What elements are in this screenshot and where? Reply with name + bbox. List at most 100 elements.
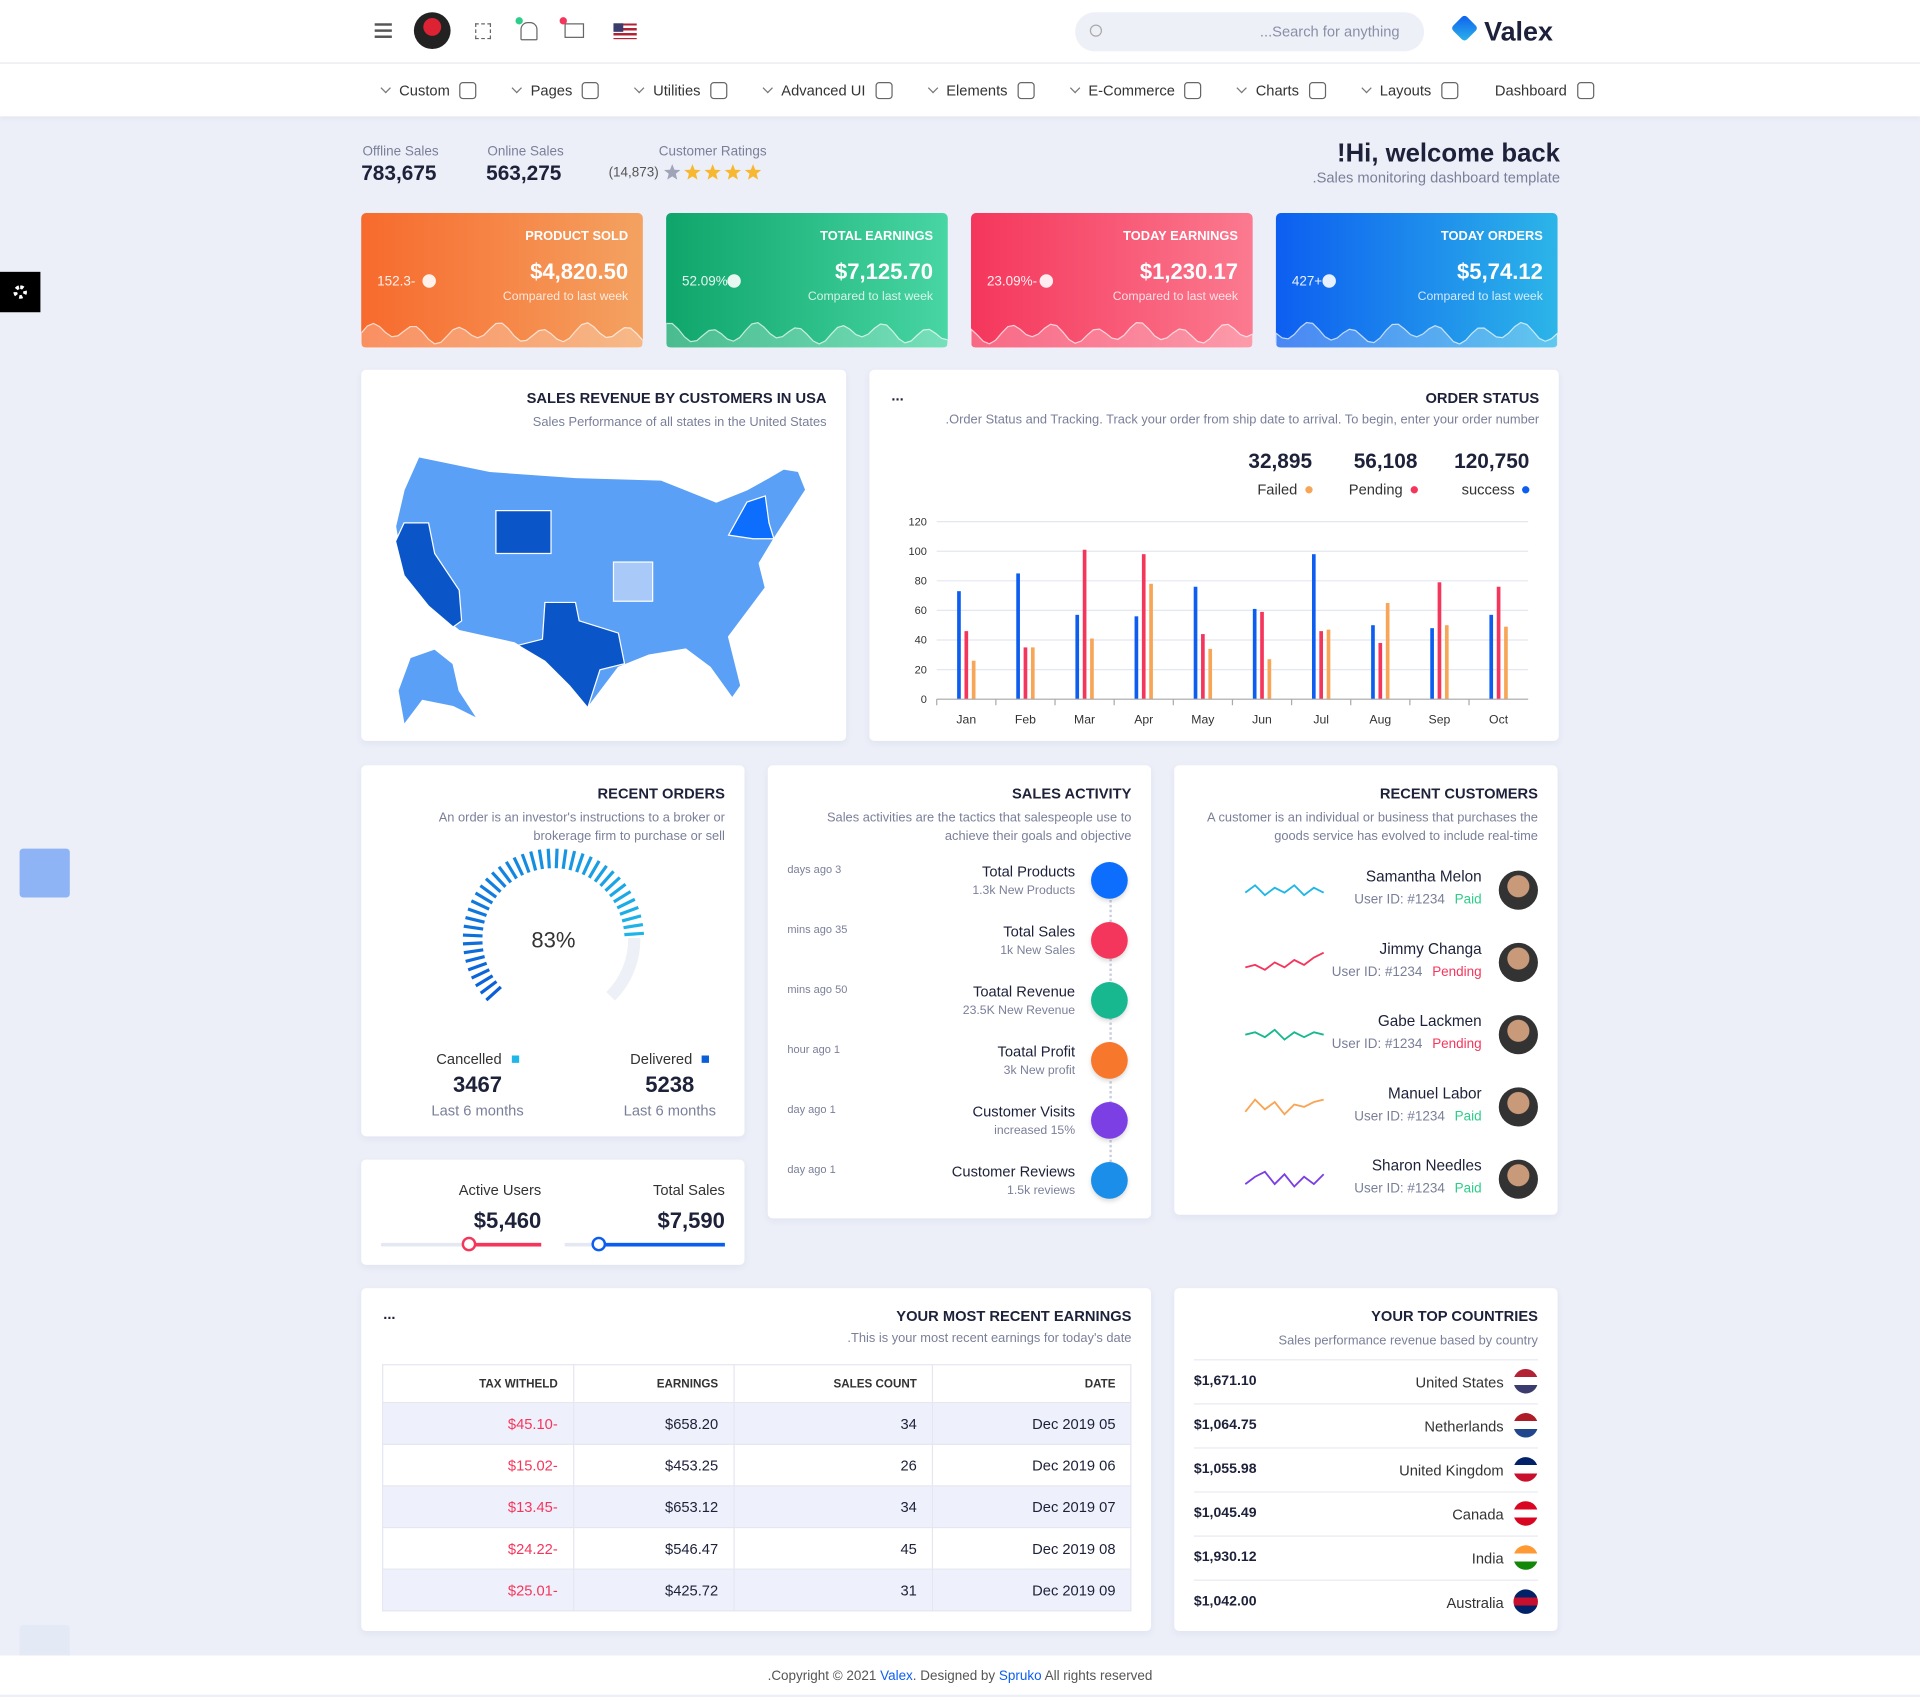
panel-menu[interactable]: ... bbox=[383, 1305, 396, 1323]
footer-link[interactable]: Valex bbox=[880, 1668, 913, 1684]
panel-title: YOUR MOST RECENT EARNINGS bbox=[896, 1307, 1132, 1325]
order-item-value: 5238 bbox=[645, 1072, 695, 1098]
flag-icon[interactable] bbox=[613, 23, 637, 40]
bar bbox=[1082, 549, 1087, 700]
slider-knob[interactable] bbox=[461, 1236, 477, 1252]
gauge-tick bbox=[546, 848, 551, 869]
table-row: $45.10- $658.20 34 Dec 2019 05 bbox=[382, 1402, 1132, 1445]
gauge-tick bbox=[491, 871, 507, 888]
nav-item[interactable]: Dashboard bbox=[1495, 81, 1594, 99]
customer-status: Paid bbox=[1454, 1181, 1482, 1197]
search-box[interactable]: ...Search for anything bbox=[1075, 12, 1425, 52]
sparkline-line bbox=[1244, 1170, 1325, 1188]
gauge-tick bbox=[484, 877, 502, 893]
customer-name: Gabe Lackmen bbox=[1377, 1012, 1482, 1030]
panel-description: An order is an investor's instructions t… bbox=[438, 810, 725, 844]
x-tick-label: Jun bbox=[1252, 713, 1272, 727]
ratings-label: Customer Ratings bbox=[658, 144, 767, 160]
side-button[interactable] bbox=[19, 848, 70, 898]
earnings-panel: ... YOUR MOST RECENT EARNINGS .This is y… bbox=[361, 1288, 1152, 1632]
sales-activity-panel: SALES ACTIVITY Sales activities are the … bbox=[767, 765, 1152, 1219]
footer-link[interactable]: Spruko bbox=[998, 1668, 1042, 1684]
badge bbox=[515, 17, 523, 25]
recent-customers-panel: RECENT CUSTOMERS A customer is an indivi… bbox=[1174, 765, 1558, 1215]
nav-item[interactable]: Charts bbox=[1237, 81, 1326, 99]
customer-avatar bbox=[1498, 942, 1538, 983]
card-change: 427+ bbox=[1291, 274, 1323, 289]
bell-icon[interactable] bbox=[520, 22, 538, 41]
slider-fill bbox=[469, 1242, 542, 1247]
customer-id: User ID: #1234 bbox=[1331, 1037, 1423, 1052]
mail-icon[interactable] bbox=[564, 23, 585, 38]
nav-item[interactable]: E-Commerce bbox=[1069, 81, 1202, 99]
nav-item[interactable]: Advanced UI bbox=[762, 81, 893, 99]
order-stat-name: success bbox=[1461, 481, 1515, 499]
nav-icon bbox=[459, 81, 477, 99]
bar bbox=[1134, 616, 1139, 700]
table-cell: Dec 2019 08 bbox=[931, 1526, 1132, 1570]
gauge-tick bbox=[467, 961, 488, 972]
order-stat-row: Pending bbox=[1349, 481, 1418, 498]
activity-icon bbox=[1091, 982, 1128, 1019]
table-cell: 34 bbox=[732, 1485, 933, 1529]
panel-title: RECENT ORDERS bbox=[597, 784, 725, 803]
nav-item[interactable]: Custom bbox=[380, 81, 477, 99]
settings-button[interactable] bbox=[0, 271, 41, 313]
change-icon bbox=[1040, 274, 1054, 288]
country-amount: $1,055.98 bbox=[1193, 1462, 1257, 1477]
nav-item[interactable]: Utilities bbox=[634, 81, 728, 99]
slider-value: $7,590 bbox=[657, 1208, 725, 1234]
customer-meta: User ID: #1234 Paid bbox=[1354, 1182, 1481, 1197]
slider-knob[interactable] bbox=[590, 1236, 606, 1252]
gauge-tick bbox=[613, 890, 632, 904]
gauge-tick bbox=[623, 922, 644, 930]
country-name: United Kingdom bbox=[1399, 1462, 1504, 1480]
stat-value: 563,275 bbox=[486, 161, 562, 185]
x-tick-label: Aug bbox=[1369, 713, 1391, 727]
sparkline-line bbox=[1244, 1098, 1324, 1116]
sparkline bbox=[1245, 1028, 1324, 1041]
bar bbox=[1141, 554, 1146, 700]
activity-title: Toatal Revenue bbox=[972, 983, 1076, 1001]
logo[interactable]: Valex bbox=[1484, 15, 1553, 47]
card-value: $7,125.70 bbox=[835, 259, 934, 285]
gauge-tick bbox=[621, 914, 642, 923]
bar bbox=[971, 660, 976, 700]
bar bbox=[1260, 611, 1264, 700]
y-tick-label: 80 bbox=[915, 575, 927, 587]
nav-item[interactable]: Elements bbox=[927, 81, 1035, 99]
customer-avatar bbox=[1498, 1159, 1538, 1199]
x-tick-label: Jan bbox=[956, 713, 976, 727]
chevron bbox=[634, 82, 645, 93]
fullscreen-icon[interactable] bbox=[475, 23, 492, 40]
footer-text: .Copyright © 2021 bbox=[767, 1668, 881, 1684]
avatar[interactable] bbox=[413, 12, 451, 49]
order-stat-value: 32,895 bbox=[1248, 449, 1313, 473]
welcome: !Hi, welcome back bbox=[1337, 139, 1561, 168]
state bbox=[397, 648, 480, 727]
panel-description: A customer is an individual or business … bbox=[1207, 810, 1538, 844]
table-cell: $24.22- bbox=[382, 1526, 574, 1570]
table-cell: $15.02- bbox=[382, 1443, 574, 1487]
customer-status: Pending bbox=[1432, 1037, 1482, 1052]
bar bbox=[1252, 608, 1257, 700]
menu-toggle[interactable] bbox=[374, 23, 392, 26]
country-flag bbox=[1513, 1545, 1538, 1570]
table-cell: Dec 2019 05 bbox=[931, 1402, 1132, 1445]
stat-label: Offline Sales bbox=[362, 144, 439, 160]
order-item-label-row: Delivered bbox=[596, 1051, 743, 1068]
gauge-tick bbox=[604, 876, 621, 892]
table-cell: 45 bbox=[732, 1526, 933, 1570]
order-stat-name: Failed bbox=[1257, 481, 1298, 499]
slider-label: Total Sales bbox=[653, 1181, 725, 1199]
panel-menu[interactable]: ... bbox=[891, 386, 904, 405]
gauge-tick bbox=[479, 980, 498, 995]
order-stat: 56,108 Pending bbox=[1349, 449, 1418, 498]
card-wave bbox=[666, 321, 948, 348]
top-bar: ...Search for anything Valex bbox=[0, 0, 1920, 64]
nav-item[interactable]: Pages bbox=[511, 81, 600, 99]
order-stat-name: Pending bbox=[1348, 481, 1403, 499]
customer-id: User ID: #1234 bbox=[1354, 1109, 1445, 1125]
nav-item[interactable]: Layouts bbox=[1361, 81, 1459, 99]
